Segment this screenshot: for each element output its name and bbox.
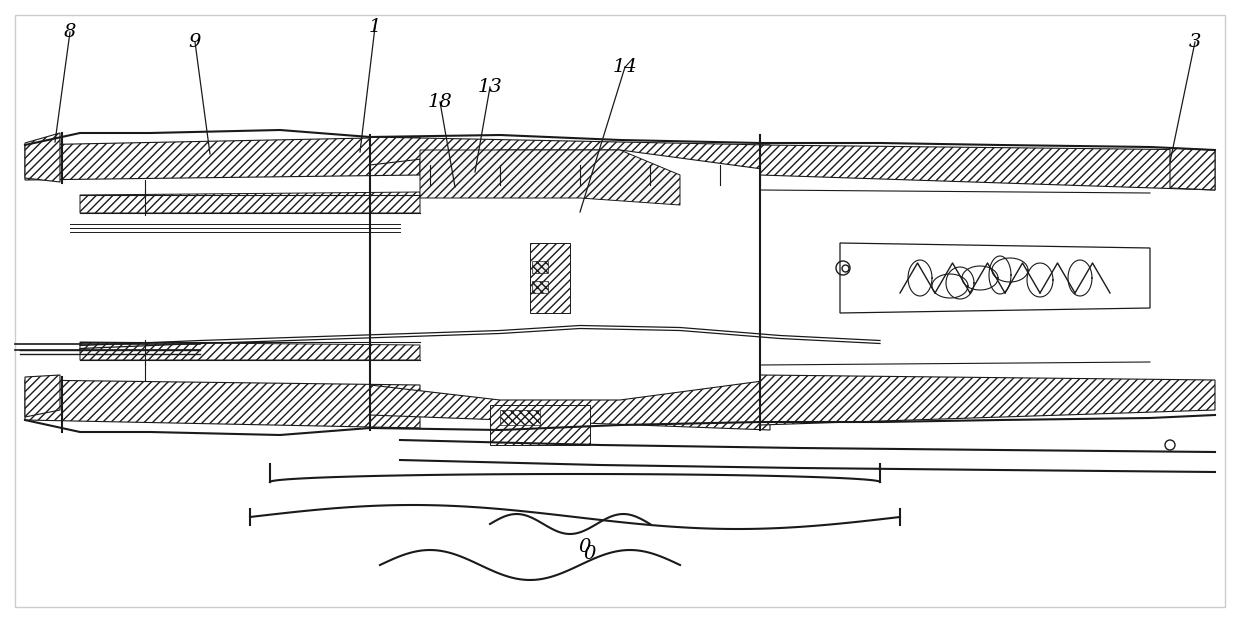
Polygon shape (880, 248, 1100, 308)
Polygon shape (370, 137, 770, 170)
Text: 0: 0 (584, 545, 596, 563)
Text: 14: 14 (613, 58, 637, 76)
Text: 3: 3 (1189, 33, 1202, 51)
Polygon shape (490, 405, 590, 445)
Polygon shape (1171, 148, 1215, 190)
Polygon shape (25, 375, 60, 417)
Polygon shape (420, 150, 680, 205)
Polygon shape (532, 261, 548, 273)
Text: 13: 13 (477, 78, 502, 96)
Polygon shape (25, 137, 420, 180)
Text: 8: 8 (63, 23, 76, 41)
Polygon shape (839, 243, 1149, 313)
Polygon shape (760, 375, 1215, 425)
Text: 1: 1 (368, 18, 381, 36)
Text: 18: 18 (428, 93, 453, 111)
Polygon shape (370, 380, 770, 430)
Polygon shape (81, 192, 420, 213)
Polygon shape (529, 243, 570, 313)
Polygon shape (760, 145, 1215, 190)
Polygon shape (25, 380, 420, 428)
Text: 9: 9 (188, 33, 201, 51)
Polygon shape (81, 342, 420, 360)
Text: 0: 0 (579, 538, 591, 556)
Polygon shape (500, 410, 539, 425)
Polygon shape (532, 281, 548, 293)
Polygon shape (25, 133, 60, 182)
